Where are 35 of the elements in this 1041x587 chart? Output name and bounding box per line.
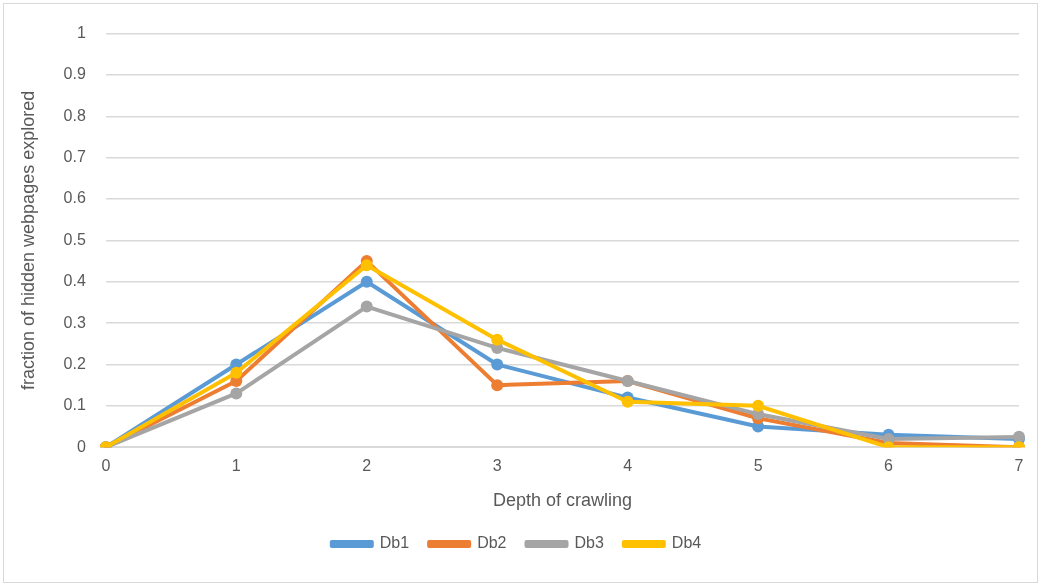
y-tick-label: 0.8 — [63, 106, 86, 124]
y-tick-label: 0.6 — [63, 189, 86, 207]
legend-label: Db3 — [574, 534, 604, 552]
y-tick-label: 0.7 — [63, 148, 86, 166]
point — [621, 395, 634, 408]
x-tick-label: 1 — [231, 457, 241, 475]
x-tick-label: 0 — [101, 457, 111, 475]
x-tick-label: 6 — [884, 457, 894, 475]
legend-label: Db1 — [379, 534, 410, 552]
point — [491, 333, 504, 346]
y-tick-label: 0.4 — [63, 272, 86, 290]
legend-label: Db4 — [671, 534, 702, 552]
point — [230, 387, 243, 400]
y-tick-label: 0.1 — [63, 396, 86, 414]
point — [360, 275, 373, 288]
legend-label: Db2 — [477, 534, 507, 552]
x-tick-label: 5 — [753, 457, 763, 475]
x-axis-title: Depth of crawling — [492, 490, 632, 511]
point — [491, 358, 504, 371]
point — [230, 366, 243, 379]
x-tick-label: 3 — [492, 457, 502, 475]
x-tick-label: 4 — [623, 457, 633, 475]
x-tick-label: 7 — [1014, 457, 1024, 475]
point — [752, 399, 765, 412]
point — [360, 300, 373, 313]
y-tick-label: 0.9 — [63, 65, 86, 83]
y-tick-label: 0.3 — [63, 313, 86, 331]
point — [491, 379, 504, 392]
x-tick-label: 2 — [362, 457, 372, 475]
y-axis-title: fraction of hidden webpages explored — [17, 90, 38, 391]
point — [360, 259, 373, 272]
y-tick-label: 0.5 — [63, 230, 86, 248]
y-tick-label: 1 — [76, 24, 86, 42]
y-tick-label: 0.2 — [63, 354, 86, 372]
y-tick-label: 0 — [76, 437, 86, 455]
